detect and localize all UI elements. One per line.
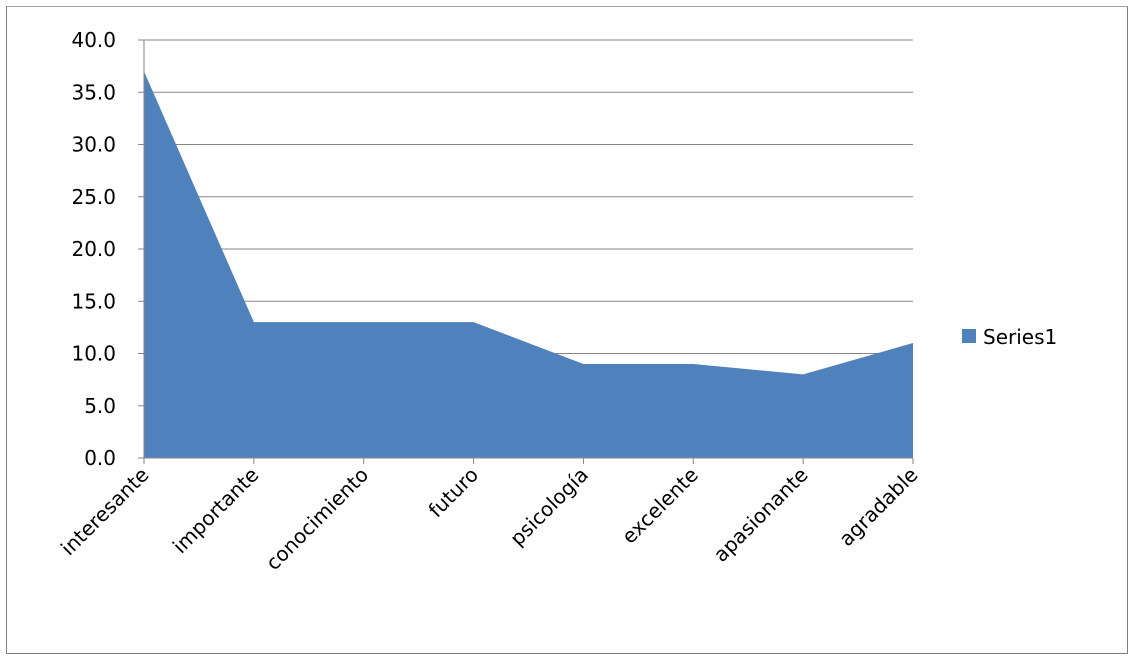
legend: Series1 — [962, 325, 1057, 349]
series-area — [143, 71, 914, 458]
x-category-label: agradable — [834, 463, 922, 551]
x-category-label: importante — [168, 463, 264, 559]
y-tick-label: 30.0 — [71, 133, 116, 157]
x-category-label: conocimiento — [261, 463, 373, 575]
legend-swatch-series1 — [962, 329, 976, 343]
y-tick-label: 0.0 — [84, 446, 116, 470]
x-category-label: interesante — [56, 463, 154, 561]
y-tick-label: 15.0 — [71, 289, 116, 313]
y-tick-label: 35.0 — [71, 80, 116, 104]
x-category-label: futuro — [424, 463, 484, 523]
y-tick-labels: 0.0 5.0 10.0 15.0 20.0 25.0 30.0 35.0 40.0 — [71, 28, 144, 470]
y-tick-label: 20.0 — [71, 237, 116, 261]
y-tick-label: 40.0 — [71, 28, 116, 52]
area-series1 — [144, 71, 913, 458]
x-category-label: psicología — [505, 463, 593, 551]
y-tick-label: 25.0 — [71, 185, 116, 209]
y-tick-label: 10.0 — [71, 342, 116, 366]
x-category-label: apasionante — [709, 463, 813, 567]
legend-label-series1: Series1 — [983, 325, 1057, 349]
x-category-label: excelente — [617, 463, 703, 549]
y-tick-label: 5.0 — [84, 394, 116, 418]
